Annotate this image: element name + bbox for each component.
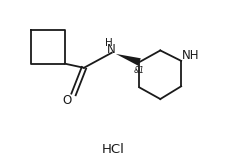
Text: &1: &1: [134, 66, 145, 75]
Polygon shape: [116, 54, 141, 66]
Text: H: H: [105, 38, 113, 48]
Text: NH: NH: [182, 49, 200, 62]
Text: O: O: [63, 94, 72, 107]
Text: N: N: [107, 44, 116, 56]
Text: HCl: HCl: [102, 143, 124, 156]
